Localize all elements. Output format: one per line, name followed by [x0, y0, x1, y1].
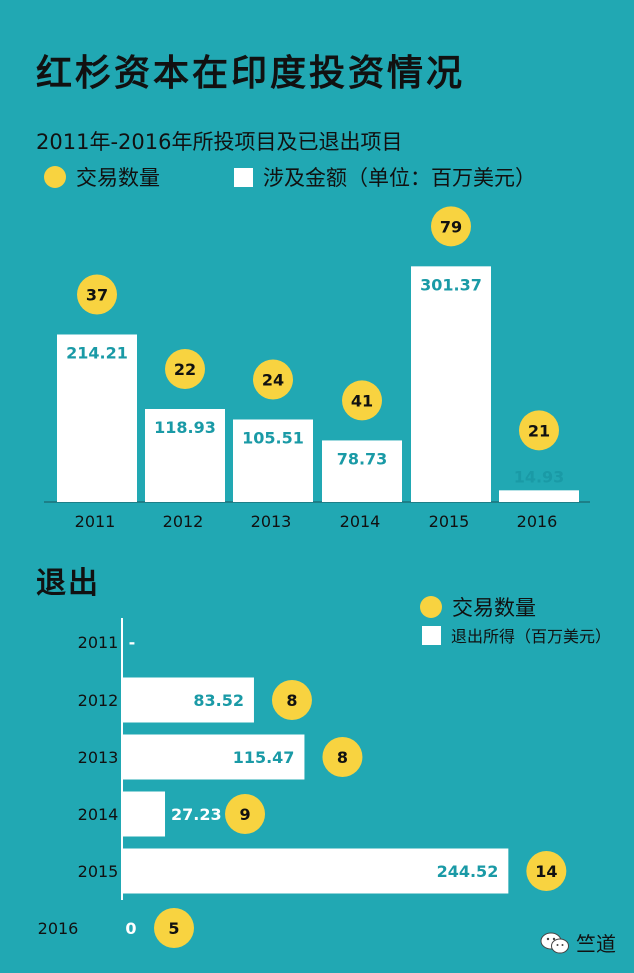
deal-count-2012: 22 — [174, 360, 196, 379]
deal-count-2013: 24 — [262, 370, 284, 389]
legend-exit-proceeds: 退出所得（百万美元） — [422, 623, 611, 647]
exit-year-label-2014: 2014 — [78, 805, 119, 824]
exit-year-label-2016: 2016 — [38, 919, 79, 938]
exit-bar-2013 — [122, 734, 305, 780]
legend-deals-dot-icon — [44, 166, 66, 188]
watermark: 竺道 — [540, 928, 616, 957]
deal-bubble-2013 — [253, 359, 293, 400]
invest-year-label-2014: 2014 — [340, 512, 381, 531]
invest-bar-2016 — [499, 490, 579, 502]
deal-count-2015: 79 — [440, 217, 462, 236]
invest-value-2012: 118.93 — [154, 418, 216, 437]
exit-deal-bubble-2015 — [526, 851, 567, 891]
legend-amount-square-icon — [234, 167, 253, 187]
exit-value-2012: 83.52 — [193, 691, 244, 710]
legend-deals-label: 交易数量 — [76, 166, 160, 190]
exit-deal-count-2013: 8 — [337, 748, 348, 767]
chart-subtitle: 2011年-2016年所投项目及已退出项目 — [36, 130, 403, 154]
invest-year-label-2013: 2013 — [251, 512, 292, 531]
exit-bar-2014 — [122, 791, 166, 837]
deal-bubble-2011 — [77, 274, 117, 315]
invest-value-2015: 301.37 — [420, 275, 482, 294]
legend-deals: 交易数量 — [44, 162, 160, 192]
exit-deal-count-2016: 5 — [168, 919, 179, 938]
legend-exit-proceeds-label: 退出所得（百万美元） — [451, 627, 612, 646]
legend-exit-deals-label: 交易数量 — [452, 596, 536, 620]
invest-value-2011: 214.21 — [66, 343, 128, 362]
invest-year-label-2015: 2015 — [429, 512, 470, 531]
invest-value-2013: 105.51 — [242, 428, 304, 447]
deal-bubble-2014 — [342, 380, 382, 421]
exit-value-2013: 115.47 — [233, 748, 295, 767]
deal-bubble-2016 — [519, 410, 559, 451]
exit-year-label-2012: 2012 — [78, 691, 119, 710]
exit-year-label-2015: 2015 — [78, 862, 119, 881]
invest-year-label-2016: 2016 — [517, 512, 558, 531]
exit-deal-count-2012: 8 — [286, 691, 297, 710]
exit-bar-2012 — [122, 677, 254, 723]
exit-deal-count-2014: 9 — [239, 805, 250, 824]
exit-year-label-2013: 2013 — [78, 748, 119, 767]
invest-bar-2014 — [322, 440, 402, 502]
legend-exit-deals: 交易数量 — [420, 592, 536, 622]
exit-deal-bubble-2016 — [154, 908, 194, 948]
exit-value-2016: 0 — [125, 919, 136, 938]
deal-count-2016: 21 — [528, 421, 550, 440]
invest-year-label-2011: 2011 — [75, 512, 116, 531]
invest-bar-2013 — [233, 419, 313, 502]
exit-deal-bubble-2013 — [322, 737, 363, 777]
exit-deal-bubble-2012 — [271, 680, 312, 720]
exit-value-2014: 27.23 — [171, 805, 222, 824]
invest-bar-2015 — [411, 266, 491, 502]
legend-exit-proceeds-square-icon — [422, 625, 441, 645]
exit-deal-bubble-2014 — [225, 794, 266, 834]
legend-amount: 涉及金额（单位：百万美元） — [234, 162, 536, 192]
invest-value-2014: 78.73 — [337, 449, 388, 468]
invest-bar-2011 — [57, 334, 137, 502]
page-title: 红杉资本在印度投资情况 — [36, 53, 466, 94]
exit-bar-2015 — [122, 848, 509, 894]
deal-bubble-2015 — [431, 206, 471, 247]
deal-count-2014: 41 — [351, 391, 373, 410]
exit-value-2015: 244.52 — [437, 862, 499, 881]
legend-exit-deals-dot-icon — [420, 596, 442, 618]
watermark-text: 竺道 — [576, 932, 616, 956]
exit-section-title: 退出 — [36, 566, 100, 601]
invest-year-label-2012: 2012 — [163, 512, 204, 531]
exit-deal-count-2015: 14 — [535, 862, 557, 881]
legend-amount-label: 涉及金额（单位：百万美元） — [263, 166, 536, 190]
deal-bubble-2012 — [165, 348, 205, 389]
deal-count-2011: 37 — [86, 285, 108, 304]
exit-year-label-2011: 2011 — [78, 633, 119, 652]
invest-bar-2012 — [145, 408, 225, 502]
exit-value-2011: - — [129, 633, 136, 652]
wechat-icon — [540, 932, 569, 953]
invest-value-2016: 14.93 — [514, 467, 565, 486]
